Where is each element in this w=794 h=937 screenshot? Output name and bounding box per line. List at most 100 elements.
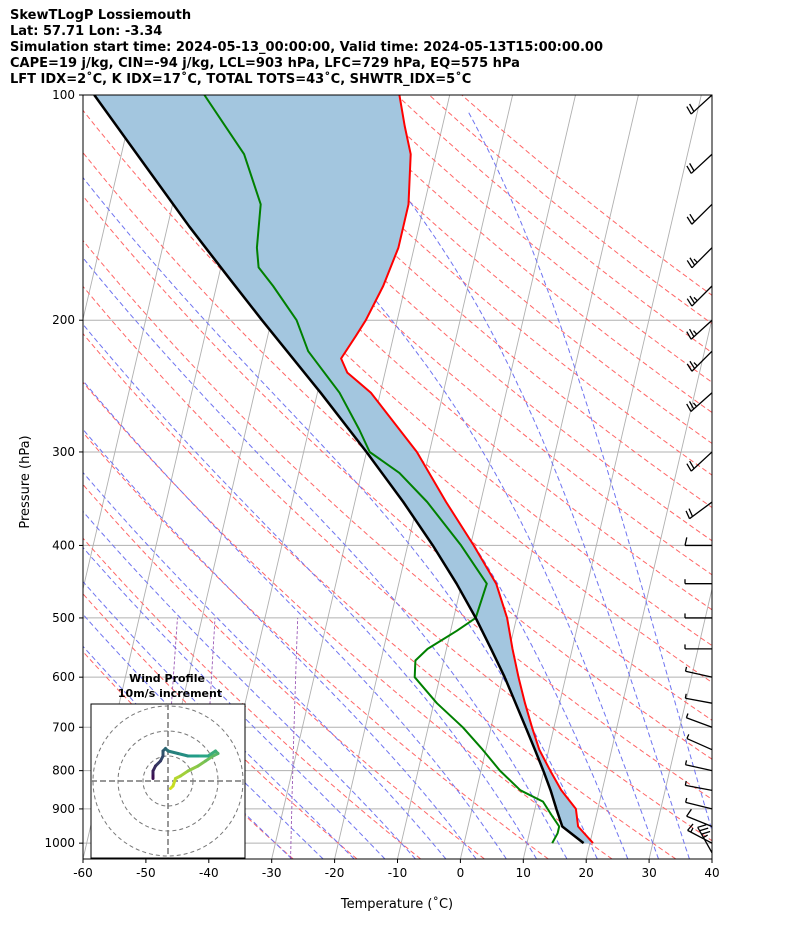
wind-barb-half xyxy=(685,797,688,803)
y-tick-label: 800 xyxy=(52,764,75,778)
dry-adiabat-line xyxy=(83,537,422,859)
wind-barb-staff xyxy=(690,153,713,174)
hodograph-segment xyxy=(204,754,215,763)
wind-barb-staff xyxy=(685,764,713,772)
y-tick-label: 300 xyxy=(52,445,75,459)
wind-barb-half xyxy=(684,780,687,786)
wind-barb-flag xyxy=(685,510,691,519)
wind-barb-staff xyxy=(685,697,713,704)
isotherm-line xyxy=(271,95,451,859)
x-tick-label: -20 xyxy=(325,866,345,880)
wind-barb-flag xyxy=(687,823,694,831)
x-tick-label: -10 xyxy=(388,866,408,880)
hodograph-segment xyxy=(176,752,190,758)
chart-header: SkewTLogP Lossiemouth Lat: 57.71 Lon: -3… xyxy=(10,8,603,88)
wind-barb xyxy=(684,537,712,547)
wind-barb xyxy=(685,797,713,810)
axis-layer: -60 -50 -40 -30 -20 -10 0 10 20 30 40 100 200 300 400 5… xyxy=(44,88,719,880)
wind-barb xyxy=(686,392,713,412)
dewpoint-line xyxy=(203,95,561,844)
isotherm-line xyxy=(0,95,9,859)
x-tick-label: 10 xyxy=(516,866,531,880)
x-tick-label: -60 xyxy=(73,866,93,880)
wind-barb-half xyxy=(692,402,698,407)
wind-barb-flag xyxy=(701,830,711,835)
wind-barb xyxy=(686,451,713,472)
wind-barb-flag xyxy=(686,106,692,115)
wind-barb-staff xyxy=(685,670,713,678)
wind-barb-flag xyxy=(686,260,693,269)
wind-barb xyxy=(697,824,713,854)
wind-barb xyxy=(686,94,713,115)
wind-barb-staff xyxy=(687,829,713,844)
x-tick-label: 20 xyxy=(579,866,594,880)
dry-adiabat-line xyxy=(83,151,712,721)
x-tick-label: 40 xyxy=(704,866,719,880)
wind-barb-staff xyxy=(689,501,713,520)
wind-barb-flag xyxy=(699,827,709,832)
hodograph-segment xyxy=(206,749,217,758)
parcel-line xyxy=(93,95,585,845)
dry-adiabat-line xyxy=(83,593,358,859)
wind-barb-half xyxy=(690,827,694,833)
wind-barb-half xyxy=(693,258,698,263)
hodograph-segment xyxy=(179,769,190,778)
wind-barb-flag xyxy=(689,295,696,304)
moist-adiabat-line xyxy=(336,110,690,859)
indices-line: LFT IDX=2˚C, K IDX=17˚C, TOTAL TOTS=43˚C… xyxy=(10,72,472,87)
y-tick-label: 100 xyxy=(52,88,75,102)
moist-adiabat-line xyxy=(83,613,324,859)
wind-barb-flag xyxy=(689,103,695,112)
dry-adiabat-line xyxy=(135,95,712,611)
y-tick-label: 900 xyxy=(52,802,75,816)
wind-barb xyxy=(684,760,713,772)
x-tick-label: 30 xyxy=(641,866,656,880)
wind-barb-flag xyxy=(689,257,696,266)
wind-barb-staff xyxy=(691,247,713,269)
wind-barb-half xyxy=(684,666,688,672)
hodograph-subtitle: 10m/s increment xyxy=(118,687,222,700)
moist-adiabat-line xyxy=(467,110,712,833)
wind-barb xyxy=(685,501,713,520)
moist-adiabat-line xyxy=(83,580,355,859)
wind-barb xyxy=(684,693,713,704)
wind-barb xyxy=(687,823,713,844)
wind-barb xyxy=(685,713,713,728)
wind-barb-flag xyxy=(686,363,693,372)
wind-barb-flag xyxy=(686,463,692,472)
wind-barb-staff xyxy=(691,203,713,225)
wind-barb-flag xyxy=(686,165,692,174)
wind-barb xyxy=(686,203,713,225)
hodograph-inset: Wind Profile 10m/s increment xyxy=(90,672,246,859)
isotherm-line xyxy=(459,95,639,859)
mixing-ratio-line xyxy=(161,617,178,859)
wind-barb xyxy=(686,350,713,372)
wind-barb-flag xyxy=(684,537,688,546)
wind-barb xyxy=(686,319,713,340)
moist-adiabat-line xyxy=(83,428,477,859)
wind-barb-flag xyxy=(697,824,707,828)
wind-barb-half xyxy=(693,296,698,302)
wind-barb xyxy=(684,579,712,585)
wind-barb-staff xyxy=(690,392,713,412)
location-line: Lat: 57.71 Lon: -3.34 xyxy=(10,24,163,39)
wind-barb xyxy=(686,808,713,828)
wind-barb xyxy=(684,780,713,791)
wind-barbs xyxy=(684,94,713,854)
isotherm-line xyxy=(775,95,794,859)
moist-adiabat-line xyxy=(83,380,507,859)
hodograph-plot xyxy=(91,704,245,858)
wind-barb-flag xyxy=(686,216,693,225)
wind-barb-flag xyxy=(689,163,695,172)
x-axis-label: Temperature (˚C) xyxy=(340,896,453,912)
y-tick-label: 600 xyxy=(52,670,75,684)
wind-barb xyxy=(686,247,713,269)
wind-barb-half xyxy=(693,362,698,367)
y-tick-label: 1000 xyxy=(44,836,75,850)
wind-barb-staff xyxy=(690,94,713,115)
moist-adiabat-line xyxy=(83,257,568,859)
wind-barb-flag xyxy=(686,403,692,412)
moist-adiabat-line xyxy=(83,546,386,859)
isotherm-line xyxy=(585,317,712,859)
